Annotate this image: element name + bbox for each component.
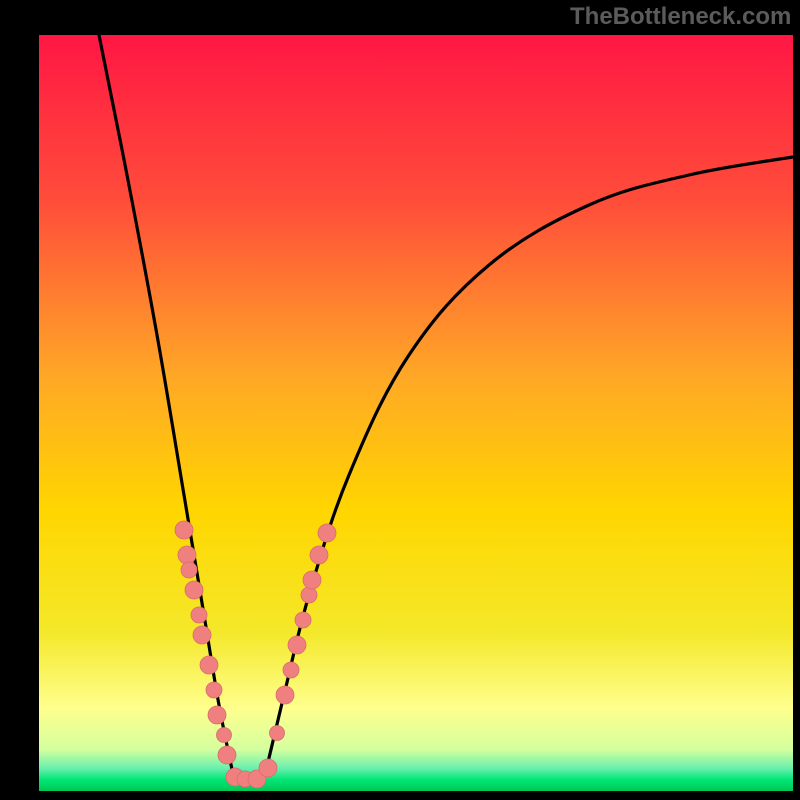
data-marker xyxy=(178,546,196,564)
data-marker xyxy=(310,546,328,564)
data-marker xyxy=(295,612,311,628)
data-marker xyxy=(193,626,211,644)
data-marker xyxy=(283,662,299,678)
data-marker xyxy=(318,524,336,542)
data-marker xyxy=(288,636,306,654)
data-marker xyxy=(276,686,294,704)
data-marker xyxy=(303,571,321,589)
bottleneck-chart xyxy=(39,35,793,791)
data-marker xyxy=(270,726,285,741)
data-marker xyxy=(200,656,218,674)
data-marker xyxy=(218,746,236,764)
gradient-background xyxy=(39,35,793,791)
data-marker xyxy=(185,581,203,599)
data-marker xyxy=(191,607,207,623)
data-marker xyxy=(217,728,232,743)
data-marker xyxy=(301,587,317,603)
chart-frame: TheBottleneck.com xyxy=(0,0,800,800)
data-marker xyxy=(175,521,193,539)
data-marker xyxy=(206,682,222,698)
watermark-text: TheBottleneck.com xyxy=(570,3,791,31)
data-marker xyxy=(259,759,277,777)
data-marker xyxy=(181,562,197,578)
data-marker xyxy=(208,706,226,724)
